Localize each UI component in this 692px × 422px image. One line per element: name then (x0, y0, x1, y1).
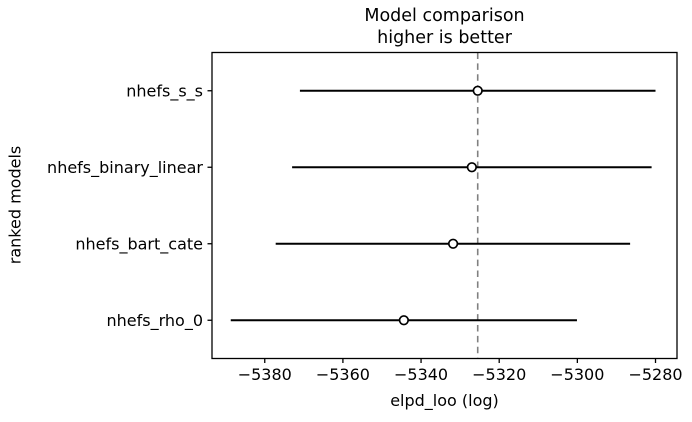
x-tick-label: −5340 (394, 365, 448, 384)
x-tick-label: −5380 (238, 365, 292, 384)
chart-title-line2: higher is better (377, 28, 512, 48)
x-tick-label: −5360 (316, 365, 370, 384)
model-label: nhefs_s_s (126, 82, 203, 102)
point-marker (447, 238, 459, 249)
x-tick-label: −5320 (472, 365, 526, 384)
point-marker (398, 315, 410, 326)
point-marker (472, 85, 483, 96)
model-label: nhefs_rho_0 (107, 311, 204, 331)
model-label: nhefs_binary_linear (47, 158, 203, 178)
x-tick-label: −5300 (550, 365, 604, 384)
plot-area-spines (211, 51, 678, 360)
x-axis-label: elpd_loo (log) (390, 391, 499, 410)
y-axis-label: ranked models (5, 145, 25, 265)
x-tick-label: −5280 (628, 365, 682, 384)
chart-title: Model comparison higher is better (212, 5, 677, 49)
point-marker (466, 162, 478, 173)
model-label: nhefs_bart_cate (75, 235, 203, 255)
chart-title-line1: Model comparison (364, 6, 525, 26)
